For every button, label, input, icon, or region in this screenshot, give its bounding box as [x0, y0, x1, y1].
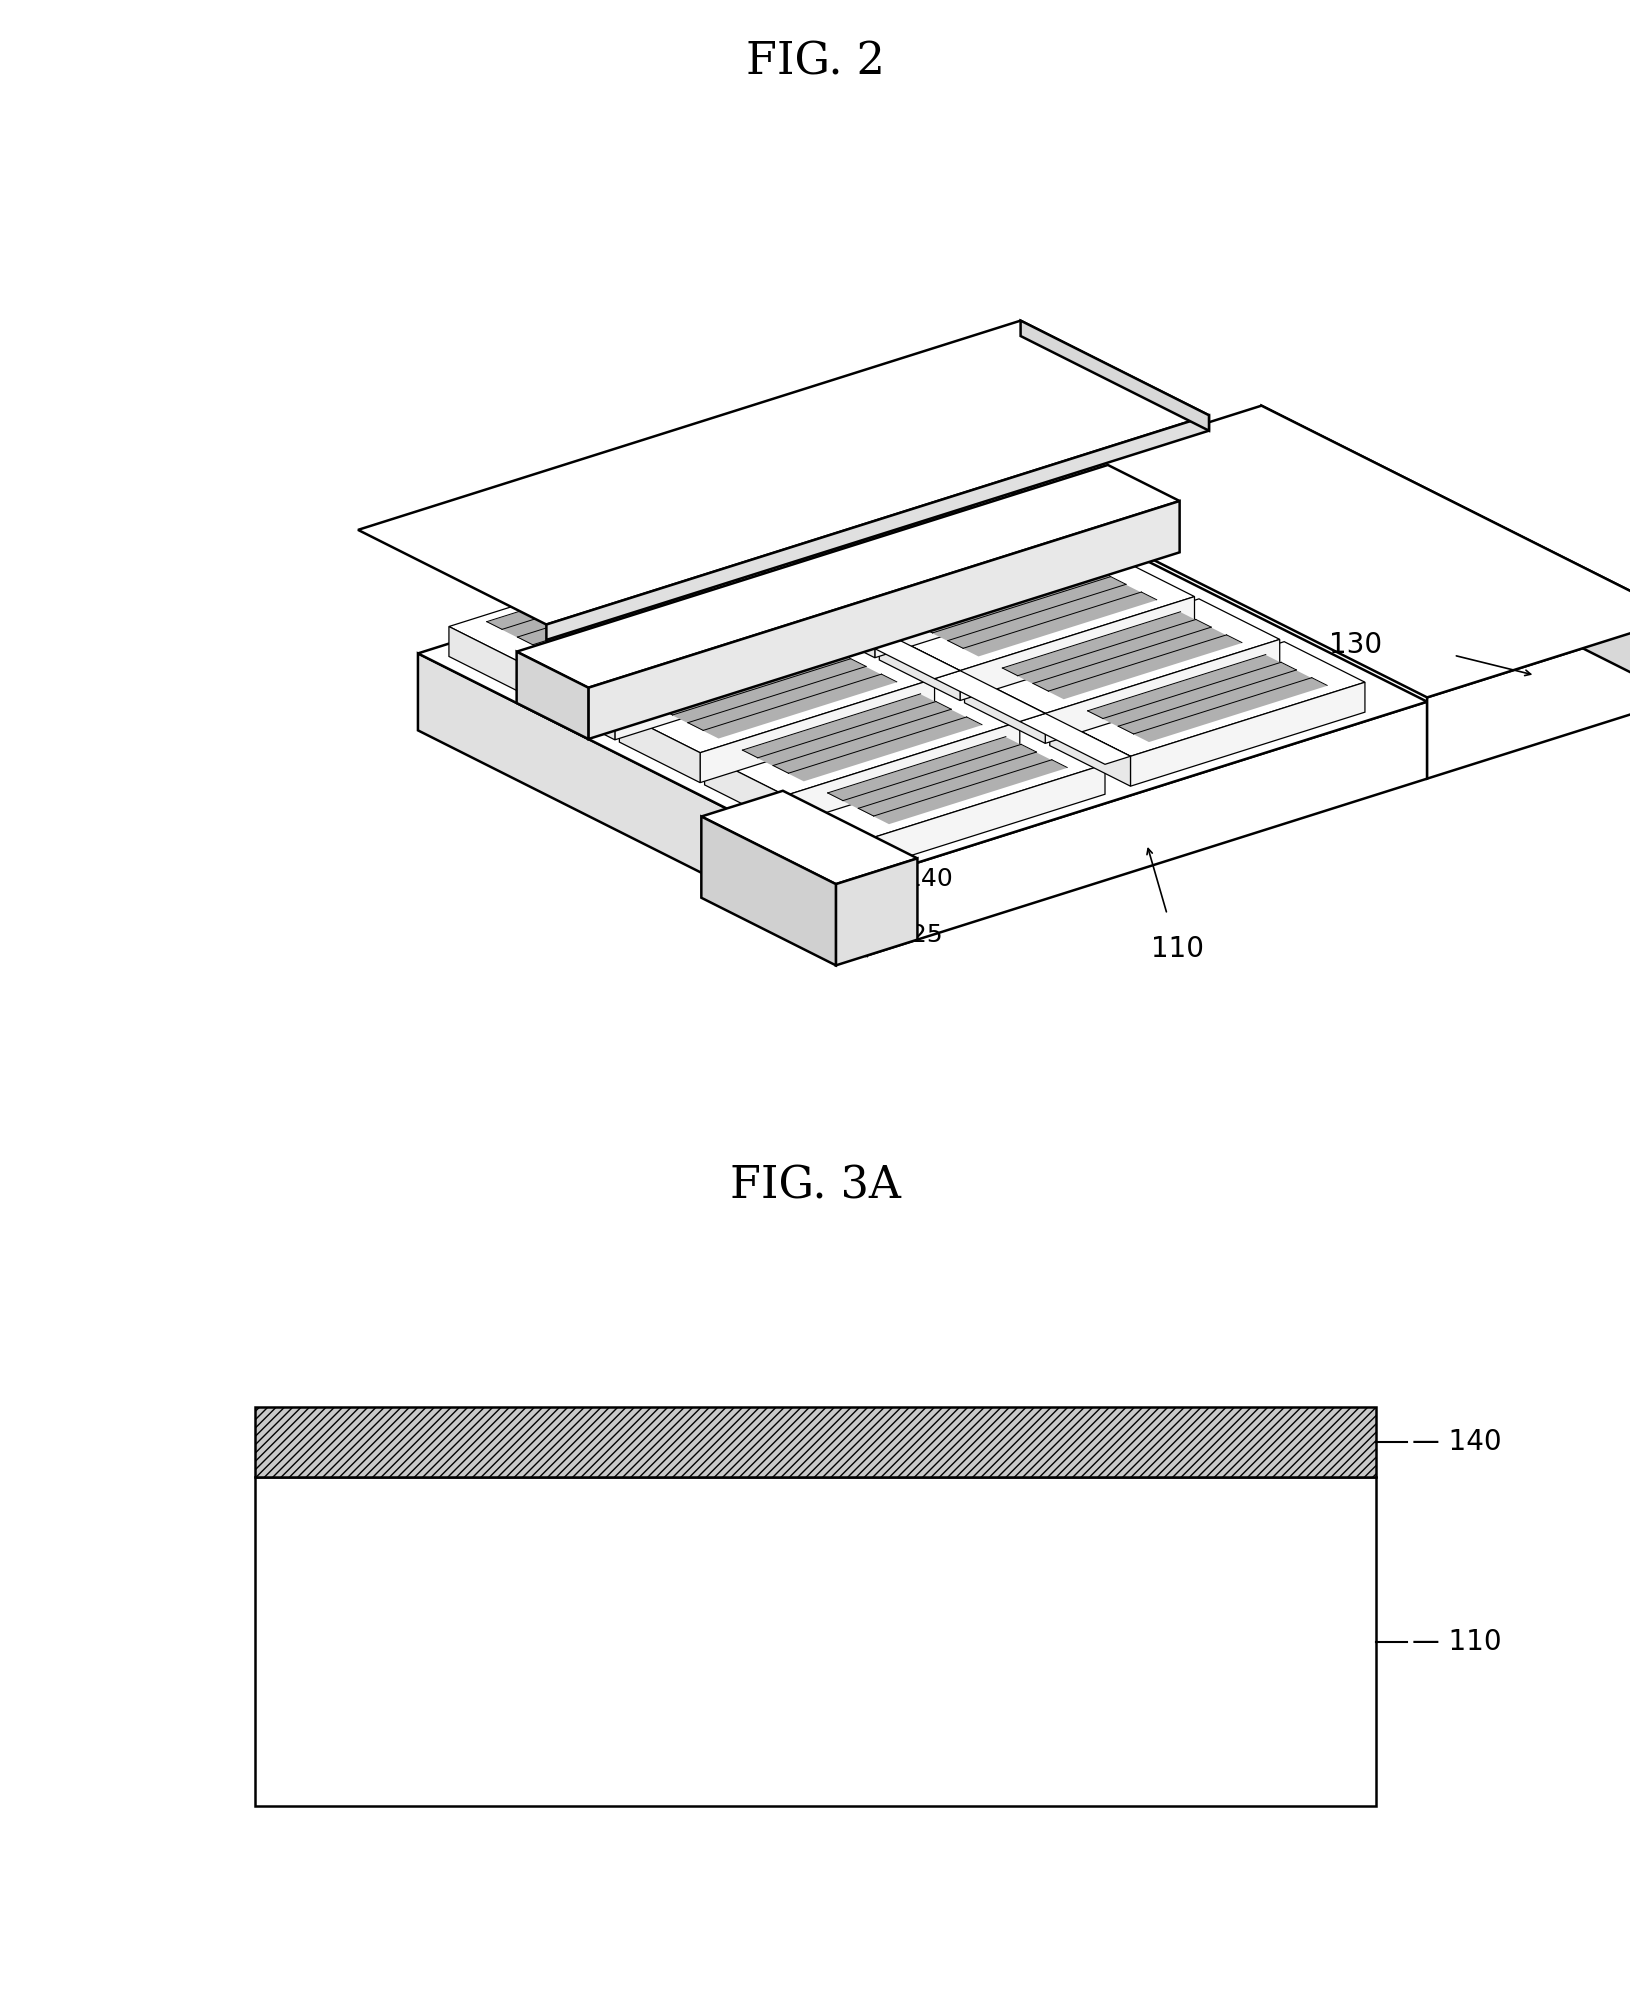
Polygon shape [879, 630, 960, 700]
Polygon shape [704, 754, 786, 825]
Text: 120a: 120a [703, 499, 773, 527]
Polygon shape [870, 765, 1105, 869]
Polygon shape [866, 702, 1426, 956]
Text: — 140: — 140 [1412, 1429, 1501, 1457]
Polygon shape [709, 471, 1024, 585]
Polygon shape [619, 638, 934, 752]
Polygon shape [849, 628, 960, 678]
Polygon shape [517, 465, 1178, 688]
Polygon shape [826, 736, 1066, 825]
Polygon shape [763, 585, 874, 636]
Polygon shape [417, 477, 1426, 879]
Text: 125: 125 [895, 924, 942, 946]
Polygon shape [1260, 406, 1630, 698]
Polygon shape [701, 791, 916, 883]
Text: 130: 130 [1328, 632, 1382, 660]
Text: 150: 150 [926, 813, 973, 835]
Polygon shape [357, 320, 1208, 624]
Text: FIG. 2: FIG. 2 [745, 40, 885, 82]
Polygon shape [789, 724, 1105, 839]
Polygon shape [1002, 612, 1240, 700]
Polygon shape [701, 817, 835, 966]
Polygon shape [747, 483, 986, 571]
Text: 135: 135 [883, 757, 932, 781]
Text: — 110: — 110 [1412, 1628, 1501, 1656]
Polygon shape [742, 694, 981, 781]
Polygon shape [588, 501, 1178, 738]
Polygon shape [831, 527, 1071, 614]
Polygon shape [572, 608, 812, 696]
Polygon shape [1426, 618, 1630, 779]
Polygon shape [417, 654, 866, 956]
Polygon shape [448, 626, 530, 696]
Polygon shape [934, 670, 1045, 722]
Polygon shape [546, 414, 1208, 640]
Polygon shape [874, 553, 1108, 658]
Polygon shape [1019, 714, 1130, 765]
Polygon shape [533, 596, 849, 710]
Polygon shape [963, 600, 1280, 714]
Polygon shape [533, 670, 615, 740]
Polygon shape [619, 712, 699, 783]
Polygon shape [448, 553, 763, 668]
Polygon shape [657, 652, 896, 738]
Polygon shape [879, 555, 1193, 670]
Bar [254, 1406, 1376, 1477]
Polygon shape [517, 652, 588, 738]
Polygon shape [699, 678, 934, 783]
Polygon shape [786, 722, 1019, 825]
Text: 110: 110 [1151, 936, 1203, 962]
Text: 120: 120 [768, 447, 820, 475]
Polygon shape [1050, 642, 1364, 757]
Polygon shape [1130, 682, 1364, 787]
Polygon shape [789, 511, 1024, 616]
Polygon shape [835, 859, 916, 966]
Polygon shape [1020, 320, 1208, 431]
Text: FIG. 3A: FIG. 3A [730, 1165, 900, 1207]
Polygon shape [794, 588, 874, 658]
Polygon shape [704, 680, 1019, 795]
Polygon shape [916, 569, 1156, 656]
Polygon shape [709, 545, 789, 616]
Bar [254, 1477, 1376, 1807]
Polygon shape [960, 598, 1193, 700]
Polygon shape [530, 594, 763, 696]
Polygon shape [794, 513, 1108, 628]
Polygon shape [789, 799, 870, 869]
Text: 100: 100 [818, 435, 872, 463]
Polygon shape [963, 672, 1045, 742]
Polygon shape [615, 636, 849, 740]
Polygon shape [1006, 406, 1630, 698]
Polygon shape [486, 565, 725, 654]
Polygon shape [1045, 640, 1280, 742]
Polygon shape [678, 541, 789, 594]
Polygon shape [1050, 716, 1130, 787]
Text: 140: 140 [905, 867, 952, 891]
Polygon shape [1087, 656, 1327, 742]
Text: 120b: 120b [808, 909, 880, 938]
